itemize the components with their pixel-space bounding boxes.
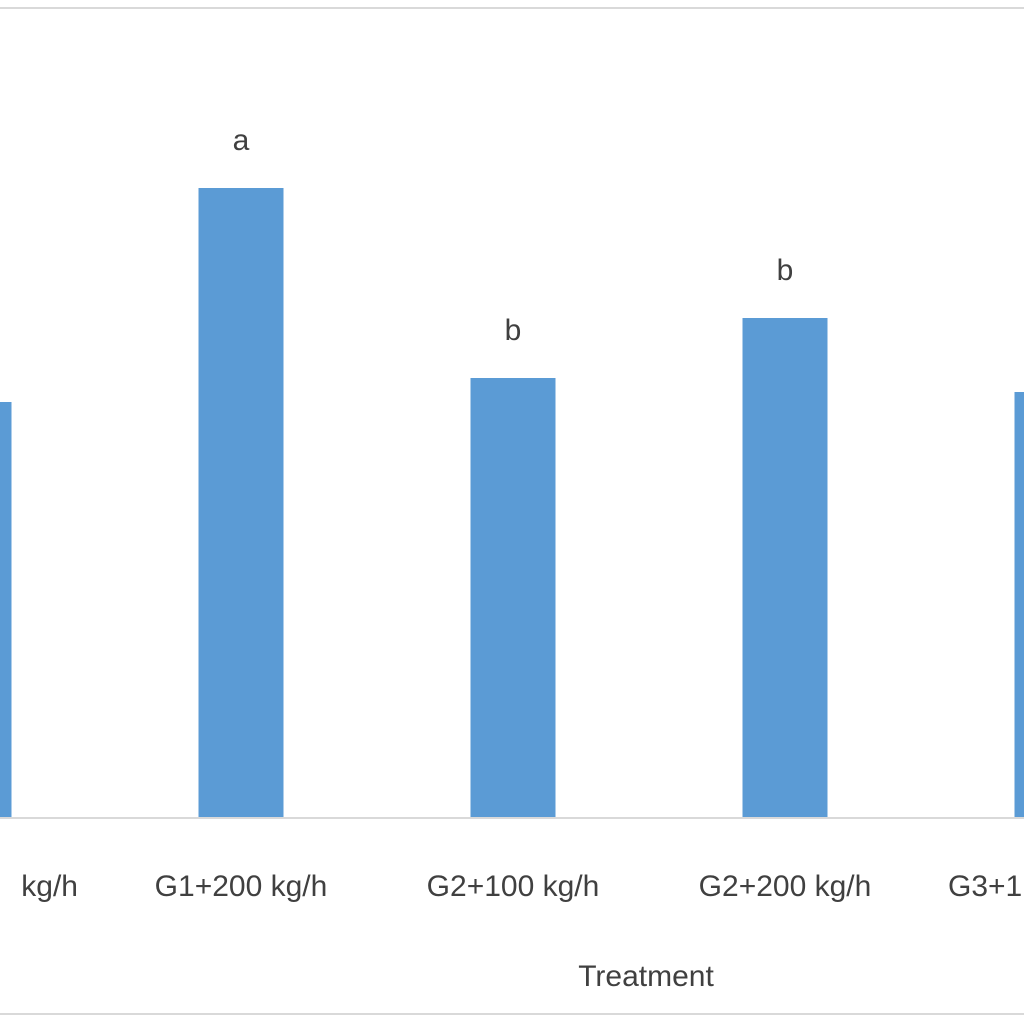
x-tick-label: G1+200 kg/h: [155, 870, 328, 903]
value-label: a: [233, 124, 250, 157]
bar: [0, 402, 12, 818]
bar: [742, 318, 828, 818]
x-axis-title: Treatment: [578, 960, 714, 993]
x-tick-label: G2+200 kg/h: [699, 870, 872, 903]
x-tick-label: kg/h: [21, 870, 78, 903]
x-tick-label: G3+1: [948, 870, 1022, 903]
x-tick-label: G2+100 kg/h: [427, 870, 600, 903]
value-label: b: [505, 314, 522, 347]
bar: [1014, 392, 1024, 818]
bar: [198, 188, 284, 818]
value-label: b: [777, 254, 794, 287]
bar: [470, 378, 556, 818]
